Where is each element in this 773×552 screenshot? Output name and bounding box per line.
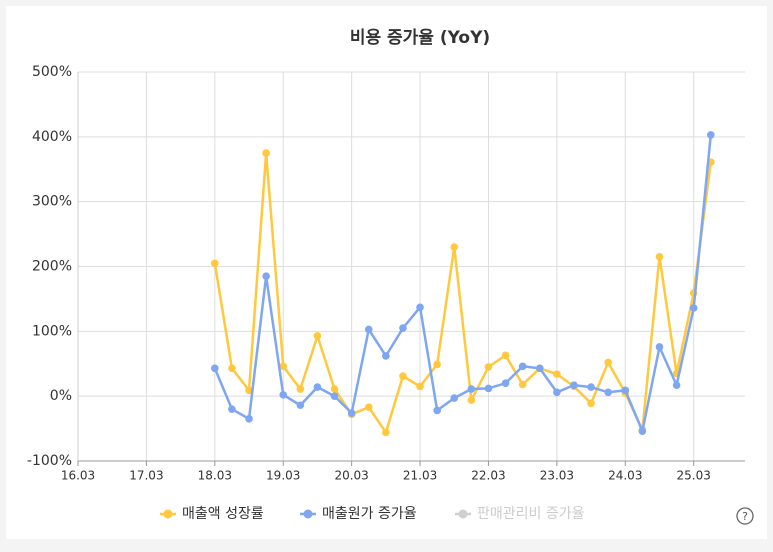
data-point: [279, 391, 288, 399]
legend-marker[interactable]: [163, 509, 173, 519]
data-point: [467, 396, 476, 404]
data-point: [262, 149, 270, 157]
data-point: [245, 386, 253, 395]
data-point: [245, 415, 253, 423]
y-tick-label: 300%: [32, 194, 72, 210]
data-point: [228, 405, 236, 413]
x-tick-label: 25.03: [677, 469, 711, 483]
help-circle[interactable]: [736, 507, 754, 525]
y-tick-label: -100%: [27, 453, 72, 469]
legend-label[interactable]: 매출액 성장률: [182, 506, 264, 522]
legend-label[interactable]: 판매관리비 증가율: [477, 506, 585, 522]
data-point: [347, 409, 356, 417]
data-point: [296, 385, 305, 393]
data-point: [330, 385, 339, 393]
panel: [6, 6, 767, 539]
data-point: [416, 303, 424, 312]
data-point: [672, 381, 681, 389]
data-point: [484, 363, 493, 371]
data-point: [501, 379, 510, 388]
data-point: [501, 351, 510, 360]
data-point: [518, 362, 527, 371]
data-point: [262, 272, 270, 281]
y-tick-label: 500%: [32, 64, 72, 80]
y-tick-label: 0%: [50, 388, 72, 404]
data-point: [330, 392, 339, 400]
data-point: [587, 399, 595, 408]
data-point: [535, 364, 544, 373]
data-point: [655, 252, 664, 261]
data-point: [518, 380, 527, 389]
data-point: [587, 383, 595, 391]
help-icon[interactable]: ?: [742, 510, 748, 523]
data-point: [433, 360, 441, 369]
x-tick-label: 21.03: [403, 469, 437, 483]
data-point: [604, 358, 612, 367]
chart-title: 비용 증가율 (YoY): [350, 28, 490, 48]
y-tick-label: 400%: [32, 129, 72, 145]
data-point: [313, 383, 322, 391]
data-point: [570, 381, 578, 389]
data-point: [416, 382, 424, 391]
data-point: [433, 406, 441, 415]
data-point: [450, 243, 459, 251]
data-point: [553, 370, 561, 378]
x-tick-label: 19.03: [266, 469, 300, 483]
x-tick-label: 20.03: [334, 469, 368, 483]
data-point: [621, 386, 630, 395]
data-point: [399, 324, 407, 332]
data-point: [689, 304, 698, 312]
data-point: [655, 343, 664, 351]
x-tick-label: 18.03: [198, 469, 232, 483]
x-tick-label: 23.03: [540, 469, 574, 483]
data-point: [296, 401, 305, 410]
data-point: [211, 259, 219, 268]
x-tick-label: 22.03: [471, 469, 505, 483]
data-point: [364, 403, 373, 411]
data-point: [382, 352, 390, 360]
data-point: [382, 428, 390, 437]
data-point: [638, 427, 647, 435]
data-point: [313, 332, 322, 340]
data-point: [279, 362, 288, 371]
data-point: [706, 131, 715, 139]
data-point: [467, 385, 476, 393]
data-point: [484, 384, 493, 393]
legend-marker[interactable]: [458, 509, 468, 519]
y-tick-label: 100%: [32, 323, 72, 339]
x-tick-label: 24.03: [608, 469, 642, 483]
x-tick-label: 16.03: [61, 469, 95, 483]
data-point: [228, 364, 236, 373]
data-point: [211, 364, 219, 373]
data-point: [364, 325, 373, 334]
data-point: [399, 372, 407, 380]
y-tick-label: 200%: [32, 259, 72, 275]
data-point: [553, 388, 561, 397]
legend-marker[interactable]: [303, 509, 313, 519]
legend-label[interactable]: 매출원가 증가율: [322, 506, 417, 522]
data-point: [450, 394, 459, 402]
data-point: [604, 388, 612, 397]
x-tick-label: 17.03: [129, 469, 163, 483]
